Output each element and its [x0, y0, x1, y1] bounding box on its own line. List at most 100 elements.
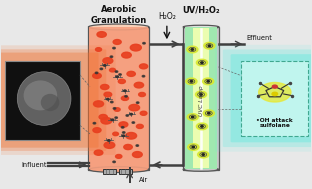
- Circle shape: [118, 79, 125, 84]
- Circle shape: [272, 92, 278, 96]
- Bar: [103, 169, 116, 174]
- Text: UVC Lamp: UVC Lamp: [198, 86, 203, 116]
- Circle shape: [111, 119, 114, 121]
- Circle shape: [197, 151, 209, 158]
- Circle shape: [101, 118, 112, 124]
- Ellipse shape: [183, 25, 219, 29]
- Circle shape: [122, 52, 131, 58]
- Circle shape: [129, 104, 139, 111]
- FancyBboxPatch shape: [0, 49, 106, 151]
- Circle shape: [133, 152, 142, 157]
- Bar: [5, 61, 80, 139]
- Circle shape: [126, 132, 137, 139]
- Circle shape: [202, 154, 204, 155]
- Circle shape: [123, 132, 125, 133]
- Circle shape: [108, 140, 110, 141]
- Ellipse shape: [88, 24, 149, 30]
- Circle shape: [95, 72, 98, 74]
- FancyBboxPatch shape: [215, 45, 312, 152]
- Circle shape: [196, 123, 207, 130]
- Circle shape: [142, 75, 145, 77]
- Circle shape: [196, 59, 207, 66]
- Circle shape: [204, 42, 215, 49]
- Circle shape: [113, 40, 121, 44]
- Bar: [241, 61, 308, 136]
- Circle shape: [139, 92, 145, 97]
- Circle shape: [136, 145, 139, 146]
- Circle shape: [107, 98, 109, 100]
- Bar: [193, 28, 209, 168]
- Circle shape: [190, 81, 193, 82]
- Circle shape: [115, 71, 118, 72]
- Circle shape: [127, 71, 135, 76]
- Circle shape: [188, 144, 199, 150]
- Circle shape: [104, 92, 112, 97]
- FancyBboxPatch shape: [0, 45, 116, 155]
- Bar: [119, 169, 132, 174]
- Circle shape: [195, 91, 207, 98]
- Circle shape: [203, 110, 214, 117]
- Circle shape: [136, 124, 143, 129]
- Circle shape: [115, 154, 122, 158]
- FancyBboxPatch shape: [231, 54, 312, 142]
- Circle shape: [130, 44, 141, 51]
- Circle shape: [104, 142, 115, 148]
- Circle shape: [116, 76, 119, 77]
- Circle shape: [113, 47, 115, 49]
- Circle shape: [99, 115, 107, 119]
- Circle shape: [93, 73, 101, 78]
- Circle shape: [191, 49, 193, 50]
- Ellipse shape: [88, 167, 149, 173]
- Bar: [185, 27, 217, 169]
- Circle shape: [130, 113, 132, 115]
- Circle shape: [119, 122, 128, 127]
- Circle shape: [207, 81, 209, 82]
- Circle shape: [114, 108, 120, 111]
- Circle shape: [93, 122, 96, 124]
- Circle shape: [134, 82, 144, 88]
- Circle shape: [272, 85, 277, 88]
- Text: Effluent: Effluent: [247, 36, 273, 41]
- Bar: [88, 27, 149, 170]
- Circle shape: [110, 101, 113, 103]
- Ellipse shape: [41, 94, 59, 111]
- Circle shape: [191, 116, 194, 118]
- Circle shape: [100, 84, 109, 90]
- Ellipse shape: [17, 72, 71, 125]
- Circle shape: [97, 32, 106, 37]
- Circle shape: [110, 68, 115, 72]
- FancyBboxPatch shape: [223, 50, 312, 147]
- Circle shape: [94, 150, 103, 155]
- Circle shape: [192, 146, 194, 148]
- Circle shape: [136, 102, 139, 103]
- Text: UV/H₂O₂: UV/H₂O₂: [182, 5, 220, 14]
- Circle shape: [186, 78, 197, 85]
- Circle shape: [201, 62, 203, 63]
- Circle shape: [125, 96, 127, 97]
- FancyBboxPatch shape: [0, 53, 99, 148]
- Circle shape: [259, 82, 291, 102]
- Circle shape: [126, 115, 129, 116]
- Circle shape: [115, 117, 117, 119]
- Circle shape: [200, 94, 202, 95]
- Bar: [183, 27, 219, 170]
- Circle shape: [207, 112, 210, 114]
- Text: •OH attack
sulfolane: •OH attack sulfolane: [256, 118, 293, 128]
- Circle shape: [143, 43, 145, 44]
- Circle shape: [119, 74, 121, 75]
- Circle shape: [100, 68, 103, 70]
- Circle shape: [113, 161, 115, 163]
- Circle shape: [121, 96, 129, 100]
- Circle shape: [124, 144, 132, 150]
- Circle shape: [187, 114, 198, 120]
- Text: Aerobic
Granulation: Aerobic Granulation: [90, 5, 147, 25]
- Circle shape: [95, 48, 101, 51]
- Ellipse shape: [24, 81, 57, 110]
- Circle shape: [121, 127, 124, 128]
- Circle shape: [124, 90, 126, 91]
- Circle shape: [187, 46, 198, 53]
- Circle shape: [208, 45, 211, 46]
- Circle shape: [103, 58, 113, 64]
- Bar: [89, 27, 148, 169]
- Circle shape: [104, 65, 106, 66]
